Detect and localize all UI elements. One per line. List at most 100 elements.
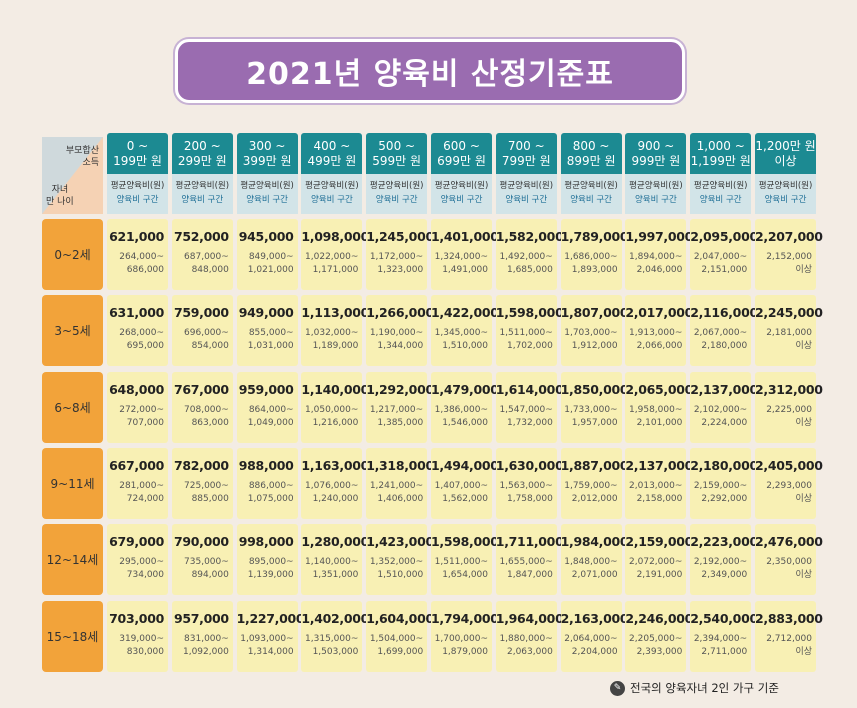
table-cell: 679,000 295,000~ 734,000 <box>107 524 168 596</box>
cost-range: 319,000~ 830,000 <box>119 633 164 657</box>
average-cost: 2,159,000 <box>625 534 694 550</box>
table-cell: 949,000 855,000~ 1,031,000 <box>236 295 298 367</box>
cost-range: 1,050,000~ 1,216,000 <box>305 404 359 428</box>
average-cost: 1,614,000 <box>495 381 564 397</box>
table-cell: 2,095,000 2,047,000~ 2,151,000 <box>690 219 758 290</box>
average-cost: 2,246,000 <box>625 610 694 626</box>
cost-range: 1,894,000~ 2,046,000 <box>629 252 683 275</box>
cost-range: 2,293,000 이상 <box>766 480 812 504</box>
cost-range: 2,159,000~ 2,292,000 <box>693 480 748 504</box>
cost-range: 708,000~ 863,000 <box>184 404 229 428</box>
table-cell: 2,476,000 2,350,000 이상 <box>755 524 823 596</box>
income-range: 500 ~599만 원 <box>366 133 428 174</box>
average-cost: 1,113,000 <box>301 305 370 321</box>
income-bracket-header: 200 ~299만 원 평균양육비(원) 양육비 구간 <box>171 133 233 217</box>
average-cost: 957,000 <box>173 610 229 626</box>
sub-header: 평균양육비(원) 양육비 구간 <box>690 174 752 214</box>
table-cell: 1,630,000 1,563,000~ 1,758,000 <box>495 447 564 519</box>
cost-range: 831,000~ 1,092,000 <box>182 633 229 657</box>
table-cell: 1,292,000 1,217,000~ 1,385,000 <box>366 371 434 443</box>
table-cell: 1,582,000 1,492,000~ 1,685,000 <box>495 219 564 290</box>
cost-range: 1,563,000~ 1,758,000 <box>499 480 553 504</box>
age-group-label: 15~18세 <box>42 600 103 672</box>
income-bracket-header: 600 ~699만 원 평균양육비(원) 양육비 구간 <box>431 133 492 217</box>
income-bracket-header: 0 ~199만 원 평균양육비(원) 양육비 구간 <box>107 133 168 217</box>
income-bracket-header: 1,000 ~1,199만 원 평균양육비(원) 양육비 구간 <box>690 133 752 217</box>
table-cell: 2,137,000 2,102,000~ 2,224,000 <box>690 371 758 443</box>
cost-range: 886,000~ 1,075,000 <box>247 480 294 504</box>
table-cell: 2,405,000 2,293,000 이상 <box>755 447 823 519</box>
table-cell: 1,098,000 1,022,000~ 1,171,000 <box>301 219 369 290</box>
average-cost: 2,245,000 <box>755 305 823 321</box>
average-cost: 1,423,000 <box>366 534 434 550</box>
cost-range: 1,703,000~ 1,912,000 <box>564 328 618 352</box>
table-cell: 1,113,000 1,032,000~ 1,189,000 <box>301 295 370 367</box>
sub-header: 평균양육비(원) 양육비 구간 <box>301 174 363 214</box>
table-cell: 945,000 849,000~ 1,021,000 <box>236 219 298 290</box>
income-bracket-header: 400 ~499만 원 평균양육비(원) 양육비 구간 <box>301 133 363 217</box>
average-cost: 1,494,000 <box>431 457 499 473</box>
cost-range: 725,000~ 885,000 <box>184 480 229 504</box>
table-cell: 2,246,000 2,205,000~ 2,393,000 <box>625 600 694 672</box>
table-cell: 759,000 696,000~ 854,000 <box>171 295 233 367</box>
cost-range: 1,733,000~ 1,957,000 <box>564 404 618 428</box>
cost-range: 2,192,000~ 2,349,000 <box>693 557 748 581</box>
table-cell: 2,883,000 2,712,000 이상 <box>755 600 823 672</box>
cost-range: 281,000~ 724,000 <box>119 480 164 504</box>
table-cell: 1,266,000 1,190,000~ 1,344,000 <box>366 295 434 367</box>
cost-range: 2,712,000 이상 <box>766 633 812 657</box>
cost-range: 268,000~ 695,000 <box>119 328 164 352</box>
cost-range: 1,958,000~ 2,101,000 <box>629 404 683 428</box>
average-cost: 1,163,000 <box>301 457 370 473</box>
cost-range: 855,000~ 1,031,000 <box>247 328 294 352</box>
table-cell: 790,000 735,000~ 894,000 <box>171 524 233 596</box>
table-cell: 1,850,000 1,733,000~ 1,957,000 <box>560 371 629 443</box>
cost-range: 1,759,000~ 2,012,000 <box>564 480 618 504</box>
average-cost: 1,582,000 <box>495 229 564 244</box>
table-cell: 2,017,000 1,913,000~ 2,066,000 <box>625 295 694 367</box>
cost-range: 1,492,000~ 1,685,000 <box>499 252 553 275</box>
average-cost: 1,850,000 <box>560 381 629 397</box>
cost-range: 2,181,000 이상 <box>766 328 812 352</box>
average-cost: 1,140,000 <box>301 381 370 397</box>
average-cost: 1,292,000 <box>366 381 434 397</box>
average-cost: 759,000 <box>173 305 229 321</box>
cost-range: 1,324,000~ 1,491,000 <box>434 252 488 275</box>
average-cost: 703,000 <box>109 610 164 626</box>
table-cell: 998,000 895,000~ 1,139,000 <box>236 524 298 596</box>
table-cell: 631,000 268,000~ 695,000 <box>107 295 168 367</box>
average-cost: 949,000 <box>238 305 294 321</box>
cost-range: 1,093,000~ 1,314,000 <box>240 633 294 657</box>
table-cell: 1,984,000 1,848,000~ 2,071,000 <box>560 524 629 596</box>
average-cost: 1,997,000 <box>625 229 694 244</box>
cost-range: 1,407,000~ 1,562,000 <box>434 480 488 504</box>
income-bracket-header: 900 ~999만 원 평균양육비(원) 양육비 구간 <box>625 133 687 217</box>
table-cell: 1,964,000 1,880,000~ 2,063,000 <box>495 600 564 672</box>
table-cell: 1,479,000 1,386,000~ 1,546,000 <box>431 371 499 443</box>
average-cost: 1,227,000 <box>236 610 305 626</box>
page-title: 2021년 양육비 산정기준표 <box>246 57 614 92</box>
average-cost: 2,017,000 <box>625 305 694 321</box>
average-cost: 2,116,000 <box>690 305 758 321</box>
income-range: 600 ~699만 원 <box>431 133 492 174</box>
age-group-label: 6~8세 <box>42 371 103 443</box>
average-cost: 2,540,000 <box>690 610 758 626</box>
sub-header: 평균양육비(원) 양육비 구간 <box>755 174 816 214</box>
cost-range: 2,013,000~ 2,158,000 <box>629 480 683 504</box>
average-cost: 679,000 <box>109 534 164 550</box>
table-cell: 2,245,000 2,181,000 이상 <box>755 295 823 367</box>
average-cost: 1,711,000 <box>495 534 564 550</box>
average-cost: 1,794,000 <box>431 610 499 626</box>
average-cost: 2,065,000 <box>625 381 694 397</box>
table-cell: 1,494,000 1,407,000~ 1,562,000 <box>431 447 499 519</box>
table-cell: 2,312,000 2,225,000 이상 <box>755 371 823 443</box>
cost-range: 1,504,000~ 1,699,000 <box>369 633 424 657</box>
average-cost: 648,000 <box>109 381 164 397</box>
table-cell: 2,065,000 1,958,000~ 2,101,000 <box>625 371 694 443</box>
table-cell: 1,711,000 1,655,000~ 1,847,000 <box>495 524 564 596</box>
corner-header: 부모합산 소득 자녀 만 나이 <box>42 137 103 214</box>
average-cost: 1,630,000 <box>495 457 564 473</box>
table-cell: 1,401,000 1,324,000~ 1,491,000 <box>431 219 499 290</box>
table-cell: 1,227,000 1,093,000~ 1,314,000 <box>236 600 305 672</box>
table-cell: 1,423,000 1,352,000~ 1,510,000 <box>366 524 434 596</box>
